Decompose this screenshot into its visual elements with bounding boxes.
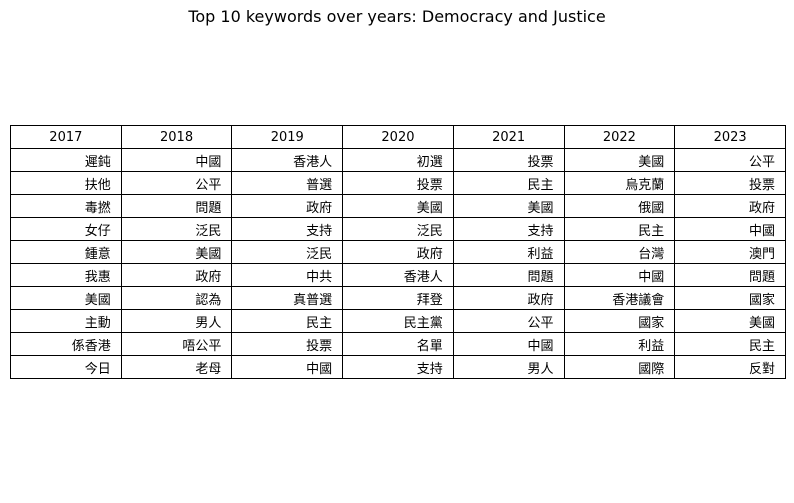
keyword-cell: 扶他: [10, 171, 122, 195]
keyword-cell: 民主: [231, 309, 344, 333]
column-header: 2020: [342, 125, 454, 149]
keyword-cell: 唔公平: [120, 332, 233, 356]
keyword-cell: 香港人: [231, 148, 344, 172]
table-row: 美國 認為 真普選 拜登 政府 香港議會 國家: [10, 286, 786, 310]
keyword-cell: 民主: [452, 171, 565, 195]
keyword-cell: 美國: [452, 194, 565, 218]
keyword-cell: 泛民: [342, 217, 454, 241]
keyword-cell: 問題: [120, 194, 233, 218]
keyword-cell: 美國: [10, 286, 122, 310]
keyword-cell: 國家: [674, 286, 786, 310]
keyword-cell: 香港議會: [563, 286, 676, 310]
keyword-cell: 老母: [120, 355, 233, 379]
keyword-cell: 男人: [452, 355, 565, 379]
keyword-cell: 泛民: [231, 240, 344, 264]
table-header: 2017 2018 2019 2020 2021 2022 2023: [10, 125, 786, 149]
column-header: 2019: [231, 125, 344, 149]
keyword-cell: 支持: [342, 355, 454, 379]
table-row: 今日 老母 中國 支持 男人 國際 反對: [10, 355, 786, 379]
keyword-cell: 澳門: [674, 240, 786, 264]
table-row: 毒撚 問題 政府 美國 美國 俄國 政府: [10, 194, 786, 218]
keyword-cell: 我惠: [10, 263, 122, 287]
keyword-cell: 中國: [563, 263, 676, 287]
keyword-cell: 男人: [120, 309, 233, 333]
keyword-cell: 政府: [452, 286, 565, 310]
keyword-cell: 香港人: [342, 263, 454, 287]
keyword-cell: 公平: [120, 171, 233, 195]
keyword-cell: 中國: [674, 217, 786, 241]
table-row: 扶他 公平 普選 投票 民主 烏克蘭 投票: [10, 171, 786, 195]
keyword-cell: 初選: [342, 148, 454, 172]
table-row: 遲鈍 中國 香港人 初選 投票 美國 公平: [10, 148, 786, 172]
column-header: 2023: [674, 125, 786, 149]
keyword-cell: 美國: [120, 240, 233, 264]
keyword-cell: 美國: [342, 194, 454, 218]
keyword-cell: 支持: [231, 217, 344, 241]
keyword-cell: 利益: [563, 332, 676, 356]
keyword-cell: 今日: [10, 355, 122, 379]
keyword-cell: 鍾意: [10, 240, 122, 264]
table-row: 鍾意 美國 泛民 政府 利益 台灣 澳門: [10, 240, 786, 264]
keyword-cell: 政府: [674, 194, 786, 218]
keyword-cell: 國家: [563, 309, 676, 333]
keyword-cell: 真普選: [231, 286, 344, 310]
column-header: 2022: [563, 125, 676, 149]
keyword-cell: 拜登: [342, 286, 454, 310]
keyword-cell: 泛民: [120, 217, 233, 241]
keyword-cell: 認為: [120, 286, 233, 310]
keywords-table: 2017 2018 2019 2020 2021 2022 2023 遲鈍 中國 香港人 初選 投票…: [10, 125, 786, 379]
keyword-cell: 中共: [231, 263, 344, 287]
keyword-cell: 遲鈍: [10, 148, 122, 172]
table-row: 主動 男人 民主 民主黨 公平 國家 美國: [10, 309, 786, 333]
keyword-cell: 公平: [452, 309, 565, 333]
table-row: 女仔 泛民 支持 泛民 支持 民主 中國: [10, 217, 786, 241]
column-header: 2018: [120, 125, 233, 149]
keyword-cell: 台灣: [563, 240, 676, 264]
keyword-cell: 女仔: [10, 217, 122, 241]
column-header: 2017: [10, 125, 122, 149]
keyword-cell: 美國: [674, 309, 786, 333]
keyword-cell: 投票: [674, 171, 786, 195]
keyword-cell: 主動: [10, 309, 122, 333]
keyword-cell: 反對: [674, 355, 786, 379]
column-header: 2021: [452, 125, 565, 149]
keyword-cell: 民主黨: [342, 309, 454, 333]
keyword-cell: 名單: [342, 332, 454, 356]
table-row: 我惠 政府 中共 香港人 問題 中國 問題: [10, 263, 786, 287]
keyword-cell: 中國: [120, 148, 233, 172]
keyword-cell: 美國: [563, 148, 676, 172]
keyword-cell: 中國: [452, 332, 565, 356]
header-row: 2017 2018 2019 2020 2021 2022 2023: [10, 125, 786, 149]
page-title: Top 10 keywords over years: Democracy an…: [188, 7, 606, 26]
keyword-cell: 問題: [452, 263, 565, 287]
keyword-cell: 政府: [231, 194, 344, 218]
keyword-cell: 公平: [674, 148, 786, 172]
keyword-cell: 民主: [563, 217, 676, 241]
keyword-cell: 係香港: [10, 332, 122, 356]
keyword-cell: 烏克蘭: [563, 171, 676, 195]
keyword-cell: 問題: [674, 263, 786, 287]
keyword-cell: 政府: [342, 240, 454, 264]
keyword-cell: 普選: [231, 171, 344, 195]
keyword-cell: 投票: [231, 332, 344, 356]
keyword-cell: 支持: [452, 217, 565, 241]
keyword-cell: 國際: [563, 355, 676, 379]
keyword-cell: 中國: [231, 355, 344, 379]
keyword-cell: 利益: [452, 240, 565, 264]
keyword-cell: 投票: [342, 171, 454, 195]
keyword-cell: 投票: [452, 148, 565, 172]
keyword-cell: 毒撚: [10, 194, 122, 218]
keyword-cell: 俄國: [563, 194, 676, 218]
table-row: 係香港 唔公平 投票 名單 中國 利益 民主: [10, 332, 786, 356]
table-body: 遲鈍 中國 香港人 初選 投票 美國 公平 扶他 公平 普選 投票 民主 烏克蘭 投票 毒撚 問題 政府 美國 美國…: [10, 148, 786, 379]
keyword-cell: 民主: [674, 332, 786, 356]
keyword-cell: 政府: [120, 263, 233, 287]
